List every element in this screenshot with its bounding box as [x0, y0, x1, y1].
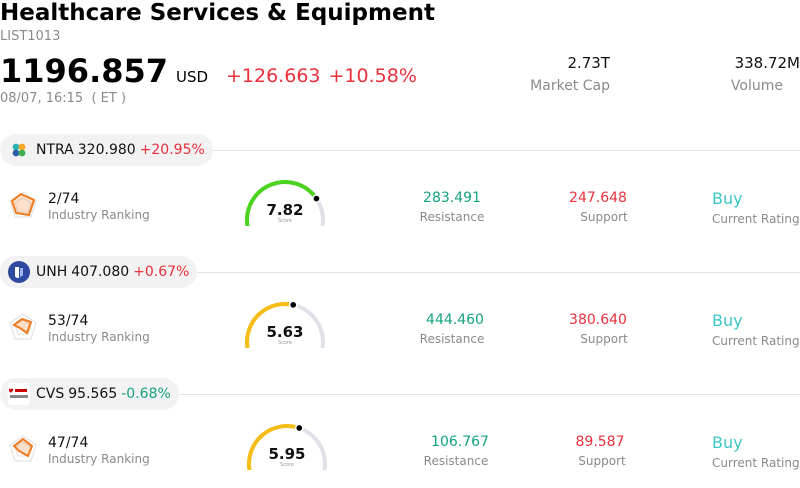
stock-pill[interactable]: CVS 95.565 -0.68%	[0, 378, 179, 410]
gauge-marker	[312, 194, 321, 204]
score-label: Score	[279, 462, 294, 468]
industry-rank-label: Industry Ranking	[48, 330, 150, 344]
stock-price: 320.980	[77, 142, 136, 158]
resistance-value: 106.767	[431, 434, 489, 450]
support-value: 89.587	[575, 434, 625, 450]
market-cap-value: 2.73T	[567, 54, 610, 72]
industry-rank: 47/74	[48, 435, 89, 451]
market-cap-label: Market Cap	[530, 78, 610, 94]
resistance-label: Resistance	[419, 332, 485, 346]
resistance-label: Resistance	[419, 210, 485, 224]
rating-value[interactable]: Buy	[712, 189, 743, 208]
stock-change: +0.67%	[133, 264, 190, 280]
rating-value[interactable]: Buy	[712, 433, 743, 452]
stock-change: -0.68%	[121, 386, 171, 402]
stock-pill[interactable]: UNH 407.080 +0.67%	[0, 256, 198, 288]
resistance-label: Resistance	[423, 454, 489, 468]
index-code: LIST1013	[0, 29, 61, 44]
score-gauge	[245, 302, 325, 348]
industry-rank-label: Industry Ranking	[48, 208, 150, 222]
score-label: Score	[277, 218, 292, 224]
rating-label: Current Rating	[712, 212, 800, 226]
support-value: 380.640	[569, 312, 627, 328]
gauge-fill	[245, 302, 296, 348]
resistance-value: 444.460	[426, 312, 484, 328]
ranking-icon	[8, 434, 38, 468]
currency-label: USD	[176, 68, 209, 86]
change-value: +126.663	[226, 65, 321, 87]
industry-rank: 53/74	[48, 313, 89, 329]
stock-row[interactable]: NTRA 320.980 +20.95% 2/74 Industry Ranki…	[0, 134, 800, 252]
timestamp: 08/07, 16:15 ( ET )	[0, 91, 127, 106]
resistance-value: 283.491	[423, 190, 481, 206]
unh-shield-logo-icon	[8, 261, 30, 283]
ntra-clover-logo-icon	[8, 139, 30, 161]
score-value: 7.82	[266, 201, 304, 219]
index-price: 1196.857	[0, 52, 169, 90]
rating-value[interactable]: Buy	[712, 311, 743, 330]
gauge-fill	[247, 424, 302, 470]
support-label: Support	[578, 454, 626, 468]
support-value: 247.648	[569, 190, 627, 206]
stock-price: 407.080	[71, 264, 130, 280]
stock-pill[interactable]: NTRA 320.980 +20.95%	[0, 134, 213, 166]
row-divider	[200, 150, 800, 151]
ranking-icon	[8, 190, 38, 224]
stock-row[interactable]: CVS 95.565 -0.68% 47/74 Industry Ranking…	[0, 378, 800, 488]
score-value: 5.63	[266, 323, 304, 341]
rating-label: Current Rating	[712, 456, 800, 470]
page-title: Healthcare Services & Equipment	[0, 0, 435, 26]
industry-rank-label: Industry Ranking	[48, 452, 150, 466]
change-percent: +10.58%	[328, 65, 417, 87]
stock-row[interactable]: UNH 407.080 +0.67% 53/74 Industry Rankin…	[0, 256, 800, 374]
gauge-fill	[245, 180, 319, 226]
row-divider	[178, 394, 800, 395]
cvs-heart-logo-icon	[8, 383, 30, 405]
support-label: Support	[580, 210, 628, 224]
score-gauge	[247, 424, 327, 470]
stock-ticker: CVS	[36, 386, 65, 402]
gauge-marker	[294, 424, 304, 433]
ranking-icon	[8, 312, 38, 346]
stock-change: +20.95%	[139, 142, 205, 158]
stock-price: 95.565	[68, 386, 118, 402]
score-gauge	[245, 180, 325, 226]
index-change: +126.663 +10.58%	[226, 65, 425, 87]
volume-label: Volume	[730, 78, 783, 94]
rating-label: Current Rating	[712, 334, 800, 348]
volume-value: 338.72M	[734, 54, 800, 72]
score-value: 5.95	[268, 445, 306, 463]
row-divider	[196, 272, 800, 273]
stock-ticker: NTRA	[36, 142, 74, 158]
industry-rank: 2/74	[48, 191, 80, 207]
gauge-marker	[288, 302, 298, 310]
score-label: Score	[277, 340, 292, 346]
stock-ticker: UNH	[36, 264, 68, 280]
support-label: Support	[580, 332, 628, 346]
